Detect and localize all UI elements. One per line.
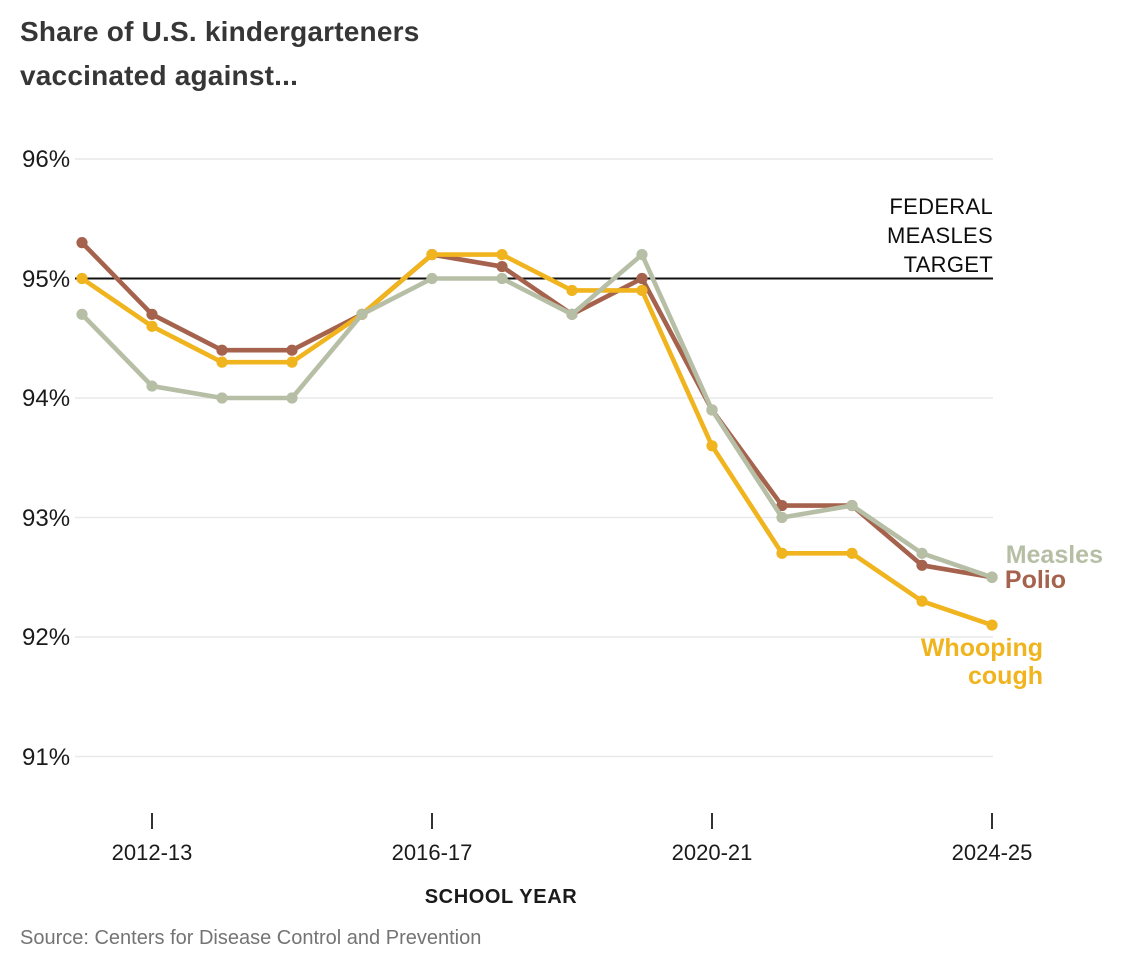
target-line-label: FEDERAL MEASLES TARGET: [887, 192, 993, 279]
point-whooping-cough-2019-20: [636, 284, 648, 297]
series-label-measles: Measles: [1005, 541, 1103, 569]
point-polio-2014-15: [286, 344, 298, 356]
point-measles-2015-16: [356, 308, 368, 320]
point-whooping-cough-2023-24: [916, 595, 928, 607]
point-measles-2019-20: [636, 249, 648, 261]
point-measles-2012-13: [146, 380, 158, 392]
y-axis-label-95: 95%: [22, 265, 71, 293]
y-axis-label-94: 94%: [22, 385, 71, 412]
point-whooping-cough-2024-25: [986, 619, 998, 631]
chart-title: Share of U.S. kindergarteners vaccinated…: [20, 10, 419, 98]
point-measles-2022-23: [846, 499, 858, 512]
series-label-whooping-cough: Whooping cough: [921, 634, 1043, 690]
x-axis-label-2016-17: 2016-17: [391, 840, 473, 865]
point-whooping-cough-2014-15: [286, 356, 298, 368]
point-polio-2017-18: [496, 260, 508, 273]
point-whooping-cough-2011-12: [76, 272, 88, 285]
point-polio-2019-20: [636, 272, 648, 285]
y-axis-label-93: 93%: [22, 504, 71, 532]
point-measles-2017-18: [496, 272, 508, 285]
point-polio-2013-14: [216, 344, 228, 356]
point-measles-2016-17: [426, 272, 438, 285]
point-measles-2020-21: [706, 404, 718, 416]
point-polio-2021-22: [776, 499, 788, 512]
point-measles-2018-19: [566, 308, 578, 320]
series-label-polio: Polio: [1004, 566, 1066, 594]
y-axis-label-91: 91%: [22, 743, 71, 771]
line-measles: [79, 252, 995, 580]
point-whooping-cough-2016-17: [426, 249, 438, 261]
source-note: Source: Centers for Disease Control and …: [20, 927, 482, 949]
point-polio-2023-24: [916, 559, 928, 571]
point-whooping-cough-2018-19: [566, 284, 578, 297]
point-measles-2011-12: [76, 308, 88, 320]
point-polio-2012-13: [146, 308, 158, 320]
chart-title-line1: Share of U.S. kindergarteners: [20, 16, 420, 47]
point-whooping-cough-2022-23: [846, 547, 858, 559]
point-whooping-cough-2020-21: [706, 440, 718, 452]
target-line-label-line2: MEASLES: [886, 223, 993, 248]
point-measles-2023-24: [916, 547, 928, 559]
point-whooping-cough-2017-18: [496, 249, 508, 261]
point-whooping-cough-2012-13: [146, 320, 158, 332]
line-polio: [79, 240, 995, 580]
x-axis-label-2012-13: 2012-13: [111, 840, 193, 865]
series-label-whooping-line2: cough: [968, 662, 1043, 690]
point-measles-2014-15: [286, 392, 298, 404]
y-axis-label-92: 92%: [22, 624, 71, 651]
line-whooping-cough: [79, 252, 995, 628]
point-measles-2021-22: [776, 511, 788, 524]
x-axis-label-2020-21: 2020-21: [671, 840, 753, 865]
x-axis-title: SCHOOL YEAR: [424, 886, 578, 908]
x-axis-label-2024-25: 2024-25: [951, 840, 1033, 865]
y-axis-label-96: 96%: [22, 146, 71, 173]
point-measles-2013-14: [216, 392, 228, 404]
point-measles-2024-25: [986, 571, 998, 583]
target-line-label-line3: TARGET: [903, 252, 993, 277]
series-label-whooping-line1: Whooping: [920, 634, 1043, 662]
point-whooping-cough-2013-14: [216, 356, 228, 368]
target-line-label-line1: FEDERAL: [889, 194, 993, 219]
chart-title-line2: vaccinated against...: [20, 60, 299, 91]
point-whooping-cough-2021-22: [776, 547, 788, 559]
point-polio-2011-12: [76, 237, 88, 249]
